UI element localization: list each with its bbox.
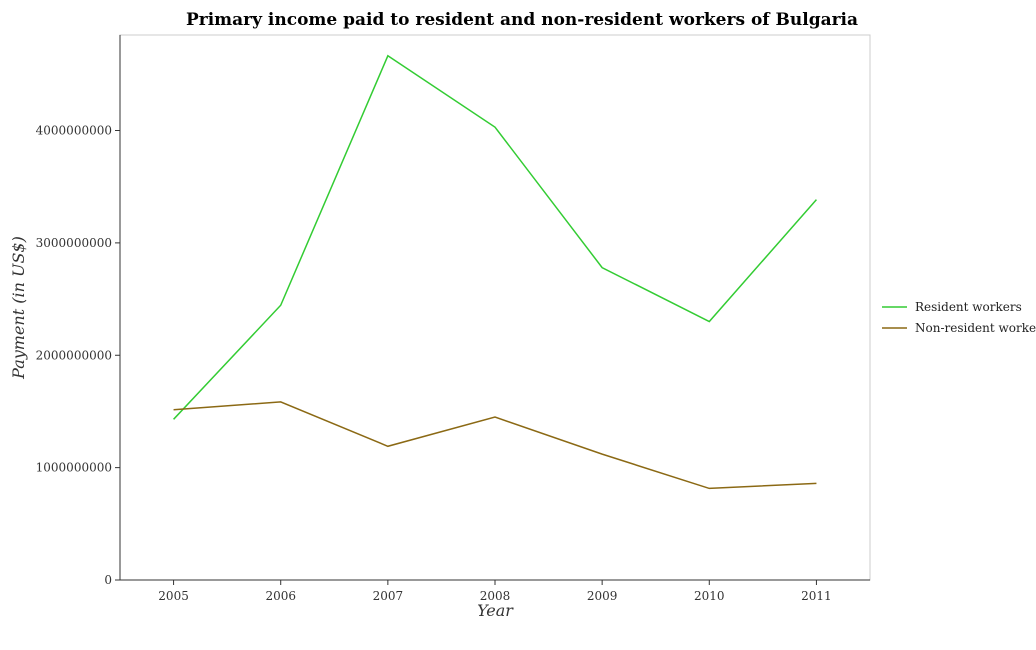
y-tick-label: 3000000000: [36, 236, 112, 250]
x-tick-label: 2007: [373, 589, 404, 603]
y-tick-label: 1000000000: [36, 461, 112, 475]
series-layer: [173, 54, 817, 490]
x-tick-label: 2006: [265, 589, 296, 603]
x-axis: 2005 2006 2007 2008 2009 2010 2011: [120, 579, 870, 603]
series-line-0: [173, 54, 817, 420]
series-line-1: [173, 401, 817, 490]
legend-label: Resident workers: [915, 300, 1022, 314]
legend: Resident workers Non-resident workers: [882, 300, 1036, 335]
x-tick-label: 2010: [694, 589, 725, 603]
y-axis: 0 1000000000 2000000000 3000000000 400000000…: [36, 35, 121, 587]
x-tick-label: 2009: [587, 589, 618, 603]
x-axis-title: Year: [477, 601, 514, 620]
chart-title: Primary income paid to resident and non-…: [186, 10, 858, 30]
y-tick-label: 4000000000: [36, 124, 112, 138]
y-tick-label: 0: [104, 573, 112, 587]
x-tick-label: 2005: [158, 589, 189, 603]
legend-label: Non-resident workers: [915, 321, 1036, 335]
plot-area: [119, 34, 871, 581]
y-tick-label: 2000000000: [36, 348, 112, 362]
x-tick-label: 2011: [801, 589, 832, 603]
x-tick-label: 2008: [480, 589, 511, 603]
plot-frame: [119, 34, 871, 581]
y-axis-title: Payment (in US$): [9, 236, 28, 380]
